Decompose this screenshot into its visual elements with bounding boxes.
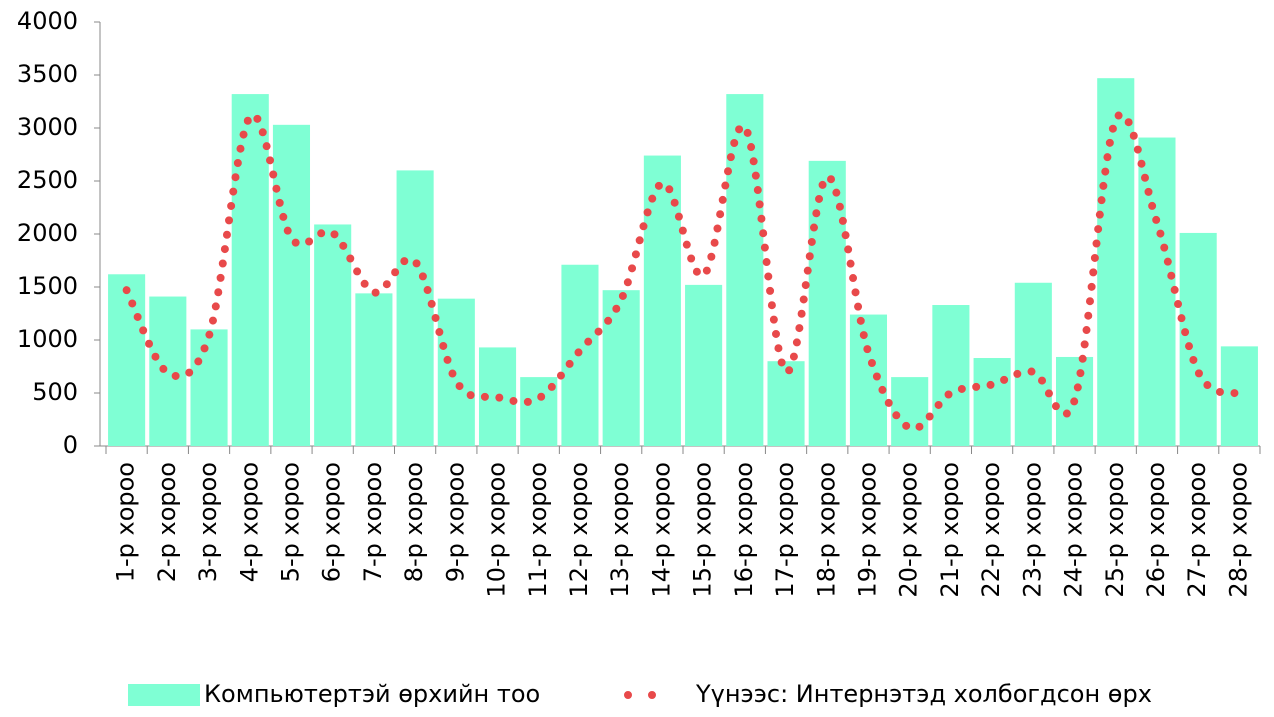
bar xyxy=(1179,232,1217,446)
bar xyxy=(272,124,311,446)
x-tick-label: 3-р хороо xyxy=(194,462,222,582)
x-tick-label: 8-р хороо xyxy=(400,462,428,582)
x-tick-label: 17-р хороо xyxy=(771,462,799,598)
x-tick-label: 9-р хороо xyxy=(441,462,469,582)
x-tick-label: 20-р хороо xyxy=(895,462,923,598)
x-tick-label: 27-р хороо xyxy=(1183,462,1211,598)
legend-swatch xyxy=(128,684,200,706)
bar xyxy=(231,94,269,446)
y-tick-label: 2000 xyxy=(17,219,78,247)
bar xyxy=(767,361,805,446)
y-tick-label: 500 xyxy=(32,378,78,406)
x-tick-label: 7-р хороо xyxy=(359,462,387,582)
x-tick-label: 15-р хороо xyxy=(689,462,717,598)
x-tick-label: 12-р хороо xyxy=(565,462,593,598)
x-tick-label: 18-р хороо xyxy=(812,462,840,598)
x-tick-label: 16-р хороо xyxy=(730,462,758,598)
x-tick-label: 13-р хороо xyxy=(606,462,634,598)
x-tick-label: 23-р хороо xyxy=(1018,462,1046,598)
bar xyxy=(314,224,352,446)
x-tick-label: 11-р хороо xyxy=(524,462,552,598)
x-tick-label: 22-р хороо xyxy=(977,462,1005,598)
y-tick-label: 1000 xyxy=(17,325,78,353)
bar xyxy=(355,293,393,446)
y-tick-label: 0 xyxy=(63,431,78,459)
y-tick-label: 4000 xyxy=(17,7,78,35)
bar xyxy=(849,314,888,446)
bar xyxy=(932,305,970,446)
x-tick-label: 28-р хороо xyxy=(1224,462,1252,598)
x-tick-label: 19-р хороо xyxy=(853,462,881,598)
x-tick-label: 24-р хороо xyxy=(1060,462,1088,598)
bar xyxy=(1097,78,1135,447)
bar xyxy=(973,358,1011,446)
bar xyxy=(108,274,146,446)
bar xyxy=(891,377,929,446)
y-tick-label: 3500 xyxy=(17,60,78,88)
x-tick-label: 4-р хороо xyxy=(235,462,263,582)
bar xyxy=(1220,346,1258,446)
x-tick-label: 14-р хороо xyxy=(647,462,675,598)
x-tick-label: 5-р хороо xyxy=(276,462,304,582)
bar xyxy=(685,284,723,446)
bar xyxy=(602,290,640,446)
y-tick-label: 3000 xyxy=(17,113,78,141)
x-tick-label: 25-р хороо xyxy=(1101,462,1129,598)
bar xyxy=(396,170,434,446)
x-tick-label: 10-р хороо xyxy=(483,462,511,598)
bar xyxy=(1138,137,1176,447)
bar xyxy=(437,298,475,446)
bar xyxy=(190,329,228,446)
bar xyxy=(726,94,764,446)
x-tick-label: 2-р хороо xyxy=(153,462,181,582)
legend-label: Компьютертэй өрхийн тоо xyxy=(204,680,540,708)
x-tick-label: 6-р хороо xyxy=(318,462,346,582)
x-tick-label: 21-р хороо xyxy=(936,462,964,598)
y-tick-label: 2500 xyxy=(17,166,78,194)
bar xyxy=(1014,282,1052,446)
y-tick-label: 1500 xyxy=(17,272,78,300)
bar xyxy=(149,296,187,446)
legend-label: Үүнээс: Интернэтэд холбогдсон өрх xyxy=(695,680,1152,708)
x-tick-label: 1-р хороо xyxy=(112,462,140,582)
x-tick-label: 26-р хороо xyxy=(1142,462,1170,598)
line xyxy=(122,110,1244,433)
